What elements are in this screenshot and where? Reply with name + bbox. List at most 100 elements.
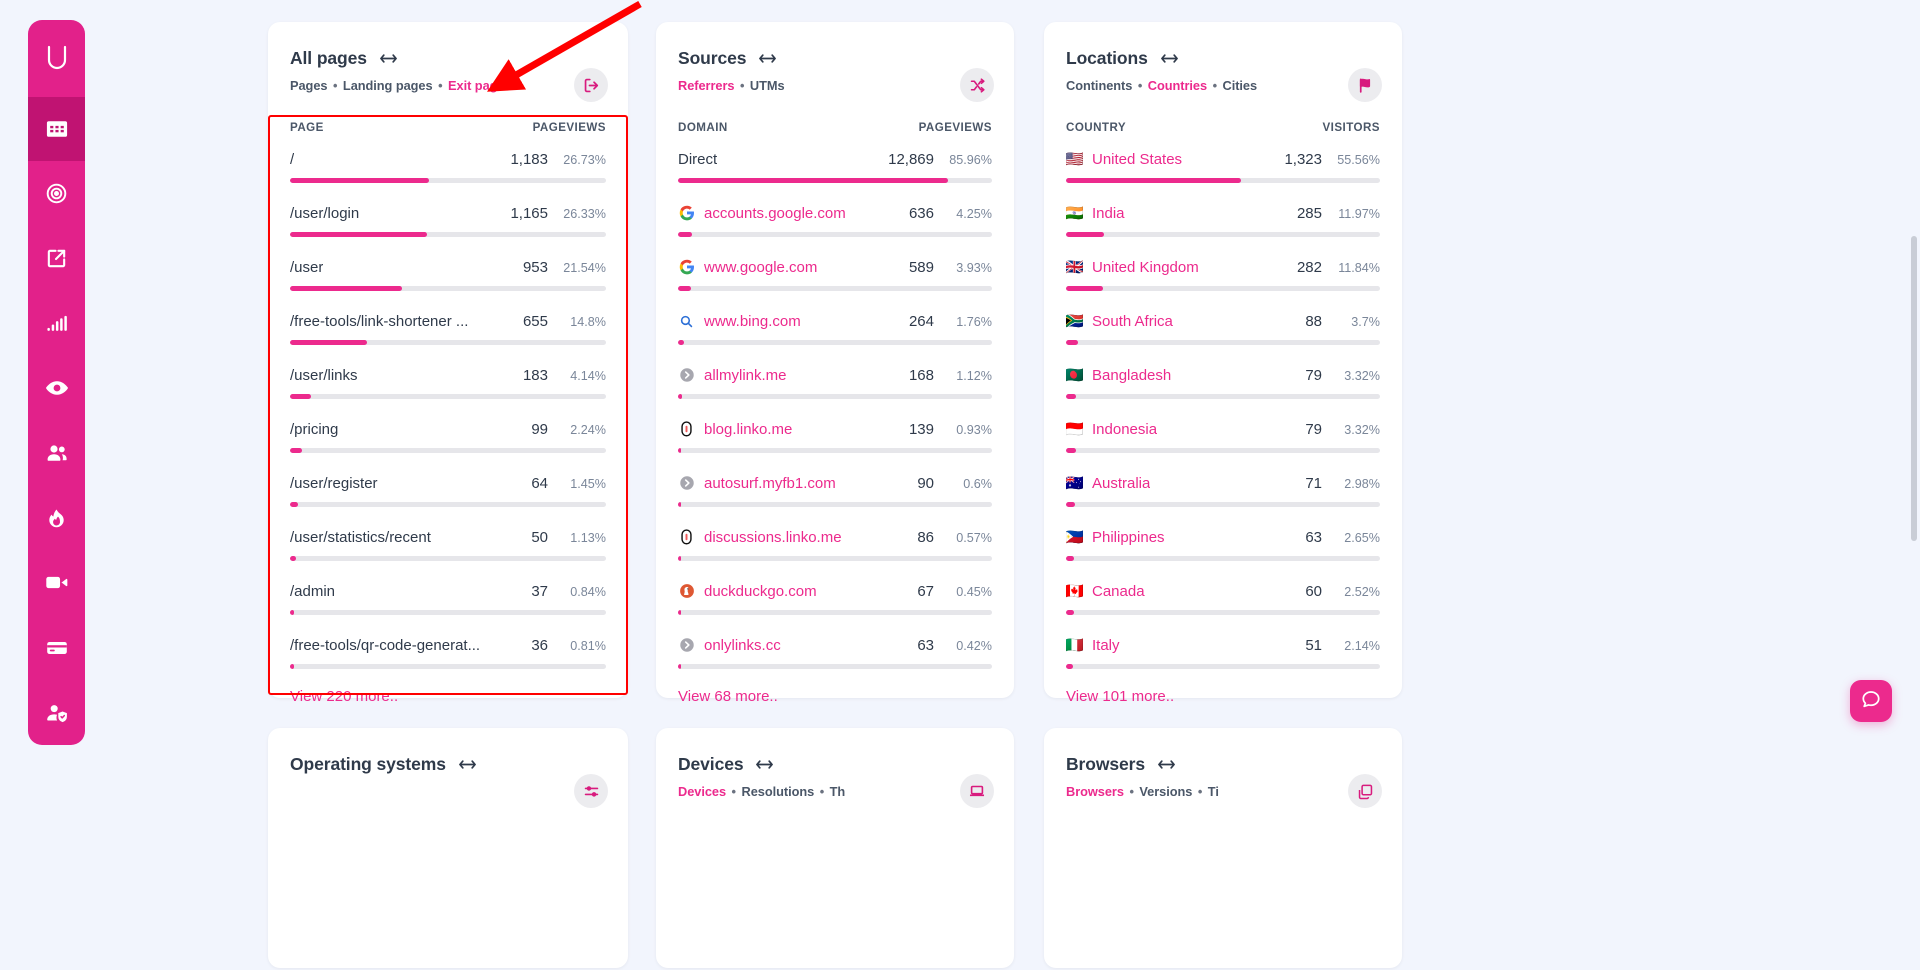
sidebar-item-views[interactable] bbox=[28, 356, 85, 421]
flag-icon[interactable] bbox=[1348, 68, 1382, 102]
view-more-link[interactable]: View 68 more.. bbox=[678, 688, 778, 705]
row-label: Direct bbox=[678, 151, 717, 168]
row-label-text: /pricing bbox=[290, 420, 339, 438]
tab-pages[interactable]: Pages bbox=[290, 78, 328, 93]
resize-arrows-icon[interactable] bbox=[380, 53, 397, 64]
tab-landing-pages[interactable]: Landing pages bbox=[342, 78, 433, 93]
row-progress-bar bbox=[678, 232, 992, 237]
country-flag-icon: 🇬🇧 bbox=[1066, 258, 1084, 276]
row-label[interactable]: 🇮🇳 India bbox=[1066, 205, 1125, 222]
row-value: 285 bbox=[1296, 204, 1322, 222]
row-label[interactable]: 🇵🇭 Philippines bbox=[1066, 529, 1165, 546]
row-progress-bar bbox=[1066, 556, 1380, 561]
shuffle-icon[interactable] bbox=[960, 68, 994, 102]
row-label[interactable]: accounts.google.com bbox=[678, 205, 846, 222]
sidebar-item-statistics[interactable] bbox=[28, 291, 85, 356]
row-percent: 26.73% bbox=[563, 152, 606, 167]
row-label-text: autosurf.myfb1.com bbox=[704, 474, 836, 492]
row-label-text: Australia bbox=[1092, 474, 1151, 492]
resize-arrows-icon[interactable] bbox=[759, 53, 777, 64]
row-value: 50 bbox=[531, 528, 548, 546]
row-value: 636 bbox=[908, 204, 934, 222]
row-label[interactable]: 🇬🇧 United Kingdom bbox=[1066, 259, 1199, 276]
row-label[interactable]: 🇦🇺 Australia bbox=[1066, 475, 1150, 492]
tab-utms[interactable]: UTMs bbox=[749, 78, 785, 93]
page-title: Operating systems bbox=[290, 754, 446, 774]
page-scrollbar-thumb[interactable] bbox=[1911, 236, 1917, 541]
tab-browsers[interactable]: Browsers bbox=[1066, 784, 1124, 799]
row-label[interactable]: 🇮🇹 Italy bbox=[1066, 637, 1120, 654]
row-progress-bar bbox=[290, 340, 606, 345]
sidebar-item-dashboard[interactable] bbox=[28, 96, 85, 162]
tab-continents[interactable]: Continents bbox=[1066, 78, 1133, 93]
row-label[interactable]: autosurf.myfb1.com bbox=[678, 475, 836, 492]
row-label[interactable]: 🇺🇸 United States bbox=[1066, 151, 1182, 168]
row-value: 1,165 bbox=[510, 204, 548, 222]
tab-referrers[interactable]: Referrers bbox=[678, 78, 735, 93]
row-label[interactable]: blog.linko.me bbox=[678, 421, 792, 438]
row-percent: 55.56% bbox=[1337, 152, 1380, 167]
resize-arrows-icon[interactable] bbox=[1160, 53, 1178, 64]
row-label-text: Italy bbox=[1092, 636, 1120, 654]
sidebar-item-media[interactable] bbox=[28, 551, 85, 616]
row-value: 88 bbox=[1305, 312, 1322, 330]
flame-icon bbox=[45, 507, 68, 530]
exit-icon[interactable] bbox=[574, 68, 608, 102]
os-icon[interactable] bbox=[574, 774, 608, 808]
row-progress-bar bbox=[1066, 394, 1380, 399]
browser-icon[interactable] bbox=[1348, 774, 1382, 808]
row-value: 86 bbox=[917, 528, 934, 546]
row-value: 51 bbox=[1305, 636, 1322, 654]
sidebar-item-links[interactable] bbox=[28, 226, 85, 291]
row-label[interactable]: 🇧🇩 Bangladesh bbox=[1066, 367, 1171, 384]
row-label[interactable]: onlylinks.cc bbox=[678, 637, 781, 654]
row-label[interactable]: discussions.linko.me bbox=[678, 529, 842, 546]
view-more-link[interactable]: View 101 more.. bbox=[1066, 688, 1175, 705]
tab-versions[interactable]: Versions bbox=[1139, 784, 1193, 799]
row-percent: 4.14% bbox=[570, 368, 606, 383]
column-page: PAGE bbox=[290, 121, 324, 134]
resize-arrows-icon[interactable] bbox=[1158, 759, 1175, 770]
row-label[interactable]: 🇮🇩 Indonesia bbox=[1066, 421, 1157, 438]
tab-ti[interactable]: Ti bbox=[1207, 784, 1219, 799]
column-visitors: VISITORS bbox=[1322, 121, 1380, 134]
app-logo[interactable] bbox=[28, 20, 85, 97]
table-row: Direct 12,869 85.96% bbox=[678, 148, 992, 183]
row-label[interactable]: allmylink.me bbox=[678, 367, 787, 384]
row-label[interactable]: duckduckgo.com bbox=[678, 583, 817, 600]
resize-arrows-icon[interactable] bbox=[458, 759, 476, 770]
tab-th[interactable]: Th bbox=[829, 784, 846, 799]
row-value: 282 bbox=[1296, 258, 1322, 276]
row-label[interactable]: www.bing.com bbox=[678, 313, 801, 330]
table-row: /user/register 64 1.45% bbox=[290, 472, 606, 507]
tab-devices[interactable]: Devices bbox=[678, 784, 727, 799]
country-flag-icon: 🇮🇹 bbox=[1066, 636, 1084, 654]
laptop-icon[interactable] bbox=[960, 774, 994, 808]
tab-exit-pages[interactable]: Exit pages bbox=[448, 78, 512, 93]
row-label[interactable]: 🇨🇦 Canada bbox=[1066, 583, 1145, 600]
table-row: 🇨🇦 Canada 60 2.52% bbox=[1066, 580, 1380, 615]
row-label[interactable]: 🇿🇦 South Africa bbox=[1066, 313, 1173, 330]
sidebar-item-goals[interactable] bbox=[28, 161, 85, 226]
view-more-link[interactable]: View 220 more.. bbox=[290, 688, 399, 705]
row-progress-bar bbox=[1066, 664, 1380, 669]
tab-cities[interactable]: Cities bbox=[1222, 78, 1258, 93]
resize-arrows-icon[interactable] bbox=[756, 759, 774, 770]
chat-widget-button[interactable] bbox=[1850, 680, 1892, 722]
sidebar-item-billing[interactable] bbox=[28, 615, 85, 680]
tab-resolutions[interactable]: Resolutions bbox=[741, 784, 815, 799]
row-percent: 85.96% bbox=[949, 152, 992, 167]
card-header: Sources Referrers • UTMs bbox=[656, 22, 1014, 93]
sidebar-item-audience[interactable] bbox=[28, 421, 85, 486]
table-row: 🇦🇺 Australia 71 2.98% bbox=[1066, 472, 1380, 507]
row-label[interactable]: www.google.com bbox=[678, 259, 817, 276]
row-percent: 0.93% bbox=[956, 422, 992, 437]
page-title: Devices bbox=[678, 754, 744, 774]
tab-countries[interactable]: Countries bbox=[1147, 78, 1208, 93]
sidebar-item-admin[interactable] bbox=[28, 680, 85, 745]
table-row: 🇿🇦 South Africa 88 3.7% bbox=[1066, 310, 1380, 345]
sidebar-item-trending[interactable] bbox=[28, 486, 85, 551]
card-sources: Sources Referrers • UTMs DOMAIN PAGEVIEW… bbox=[656, 22, 1014, 705]
country-flag-icon: 🇨🇦 bbox=[1066, 582, 1084, 600]
row-percent: 0.84% bbox=[570, 584, 606, 599]
